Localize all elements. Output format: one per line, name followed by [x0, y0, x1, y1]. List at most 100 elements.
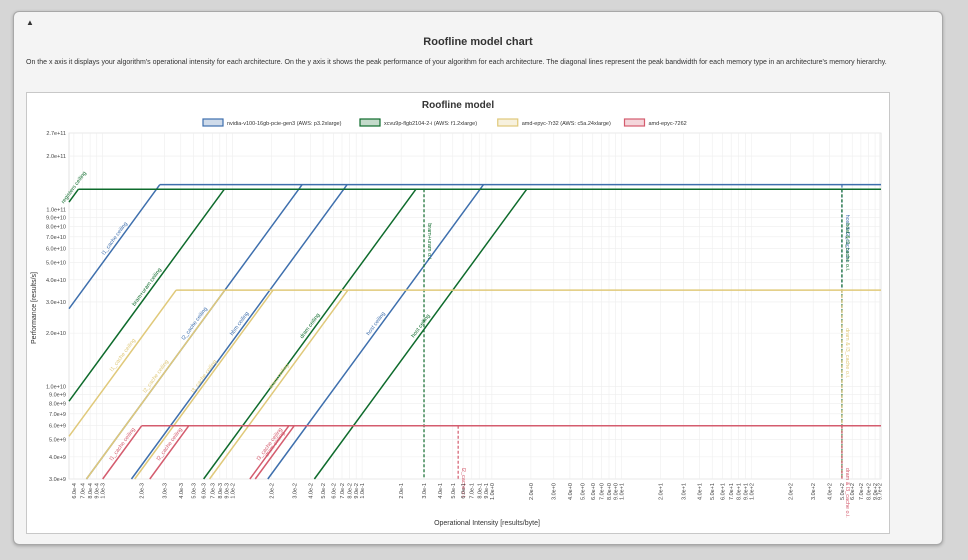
bandwidth-ceiling-line: [102, 425, 143, 480]
ceiling-label: host ceiling: [411, 313, 432, 339]
ceiling-label: registers ceiling: [61, 171, 88, 205]
x-tick-label: 1.0e-2: [230, 483, 236, 499]
bandwidth-ceiling-line: [208, 289, 349, 480]
x-tick-label: 8.0e+2: [866, 483, 872, 500]
bandwidth-ceiling-line: [134, 289, 274, 480]
y-tick-label: 2.7e+11: [46, 131, 66, 137]
x-tick-label: 4.0e+0: [568, 483, 574, 500]
x-tick-label: 7.0e-1: [470, 483, 476, 499]
x-tick-label: 5.0e-1: [451, 483, 457, 499]
x-tick-label: 2.0e+2: [788, 483, 794, 500]
x-tick-label: 1.0e-3: [101, 483, 107, 499]
x-tick-label: 2.0e-1: [399, 483, 405, 499]
y-tick-label: 6.0e+9: [49, 424, 66, 430]
x-tick-label: 8.0e+0: [607, 483, 613, 500]
x-tick-label: 3.0e+0: [552, 483, 558, 500]
ceiling-label: l1_cache ceiling: [109, 338, 137, 373]
x-tick-label: 2.0e-3: [140, 483, 146, 499]
x-tick-label: 1.0e+1: [620, 483, 626, 500]
y-tick-label: 7.0e+9: [49, 412, 66, 418]
x-tick-label: 7.0e+1: [729, 483, 735, 500]
x-tick-label: 7.0e-3: [210, 483, 216, 499]
y-axis-label: Performance [results/s]: [31, 272, 38, 344]
y-tick-label: 5.0e+9: [49, 438, 66, 444]
caret-up-icon[interactable]: ▲: [26, 18, 34, 27]
x-tick-label: 5.0e+1: [710, 483, 716, 500]
y-tick-label: 2.0e+10: [46, 331, 66, 337]
x-tick-label: 5.0e-2: [321, 483, 327, 499]
x-tick-label: 3.0e-1: [422, 483, 428, 499]
x-tick-label: 7.0e-2: [340, 483, 346, 499]
bandwidth-ceiling-line: [267, 184, 485, 480]
x-tick-label: 6.0e-4: [72, 483, 78, 499]
panel-description: On the x axis it displays your algorithm…: [26, 59, 887, 66]
x-tick-label: 5.0e+0: [581, 483, 587, 500]
ridge-label: l2_cache o.i.: [460, 468, 466, 499]
x-tick-label: 4.0e-1: [438, 483, 444, 499]
x-tick-label: 6.0e+2: [850, 483, 856, 500]
legend-swatch: [359, 118, 381, 127]
y-tick-label: 6.0e+10: [46, 247, 66, 253]
x-tick-label: 3.0e+1: [681, 483, 687, 500]
y-tick-label: 3.0e+9: [49, 477, 66, 483]
ridge-label: dram & l3_cache o.i.: [844, 328, 850, 379]
bandwidth-ceiling-line: [313, 188, 528, 480]
y-axis-ticks: 3.0e+9 4.0e+9 5.0e+9 6.0e+9 7.0e+9 8.0e+9 9.0e…: [46, 131, 66, 483]
ceiling-label: l2_cache ceiling: [142, 359, 170, 394]
x-tick-label: 3.0e-2: [292, 483, 298, 499]
x-tick-label: 3.0e-3: [163, 483, 169, 499]
ridge-label: dram & l3_cache o.i.: [844, 468, 850, 519]
y-tick-label: 1.0e+10: [46, 384, 66, 390]
x-tick-label: 9.7e+2: [877, 483, 883, 500]
x-tick-label: 2.0e+0: [529, 483, 535, 500]
legend-swatch: [202, 118, 224, 127]
bandwidth-ceiling-line: [249, 425, 290, 480]
x-tick-label: 5.0e+2: [840, 483, 846, 500]
ceiling-label: l2_cache ceiling: [181, 306, 209, 341]
legend-item: amd-epyc-7r32 (AWS: c5a.24xlarge): [497, 118, 611, 127]
x-tick-label: 8.0e+1: [737, 483, 743, 500]
x-tick-label: 2.0e-2: [269, 483, 275, 499]
x-tick-label: 6.0e-3: [202, 483, 208, 499]
x-tick-label: 6.0e-2: [331, 483, 337, 499]
y-tick-label: 8.0e+10: [46, 225, 66, 231]
x-tick-label: 8.0e-2: [348, 483, 354, 499]
x-tick-label: 9.0e-1: [484, 483, 490, 499]
x-tick-label: 1.0e+0: [490, 483, 496, 500]
legend-label: nvidia-v100-16gb-pcie-gen3 (AWS: p3.2xla…: [227, 121, 342, 127]
x-tick-label: 5.0e-3: [191, 483, 197, 499]
y-tick-label: 7.0e+10: [46, 235, 66, 241]
x-tick-label: 6.0e-1: [461, 483, 467, 499]
legend-label: amd-epyc-7r32 (AWS: c5a.24xlarge): [522, 121, 611, 127]
y-tick-label: 2.0e+11: [46, 154, 66, 160]
panel-title: Roofline model chart: [423, 36, 533, 48]
bandwidth-ceiling-line: [203, 188, 417, 480]
bandwidth-ceiling-line: [68, 184, 161, 310]
ceiling-label: l3_cache ceiling: [190, 359, 218, 394]
x-tick-label: 6.0e+0: [591, 483, 597, 500]
x-tick-label: 9.0e+0: [614, 483, 620, 500]
ceiling-label: bram+uram ceiling: [131, 267, 163, 307]
x-tick-label: 4.0e+1: [698, 483, 704, 500]
x-axis-ticks: 6.0e-4 7.0e-4 8.0e-4 9.0e-4 1.0e-3 2.0e-3 3.0e…: [72, 483, 883, 500]
bandwidth-ceiling-line: [85, 289, 226, 480]
legend-label: amd-epyc-7262: [649, 121, 687, 127]
legend-label: xcvu9p-flgb2104-2-i (AWS: f1.2xlarge): [384, 121, 477, 127]
legend-item: xcvu9p-flgb2104-2-i (AWS: f1.2xlarge): [359, 118, 477, 127]
roofline-chart: Roofline model nvidia-v100-16gb-pcie-gen…: [31, 100, 883, 527]
x-tick-label: 9.0e+1: [743, 483, 749, 500]
legend-swatch: [497, 118, 519, 127]
x-tick-label: 9.0e-2: [354, 483, 360, 499]
y-tick-label: 1.0e+11: [46, 207, 66, 213]
y-tick-label: 8.0e+9: [49, 402, 66, 408]
x-tick-label: 1.0e+2: [749, 483, 755, 500]
chart-title: Roofline model: [422, 100, 494, 111]
y-tick-label: 9.0e+10: [46, 215, 66, 221]
x-tick-label: 8.0e-4: [88, 483, 94, 499]
x-tick-label: 4.0e-3: [179, 483, 185, 499]
x-tick-label: 9.0e+2: [873, 483, 879, 500]
bandwidth-ceiling-line: [254, 425, 295, 480]
legend-item: amd-epyc-7262: [623, 118, 687, 127]
y-tick-label: 9.0e+9: [49, 393, 66, 399]
chart-container: Roofline model nvidia-v100-16gb-pcie-gen…: [26, 92, 890, 534]
